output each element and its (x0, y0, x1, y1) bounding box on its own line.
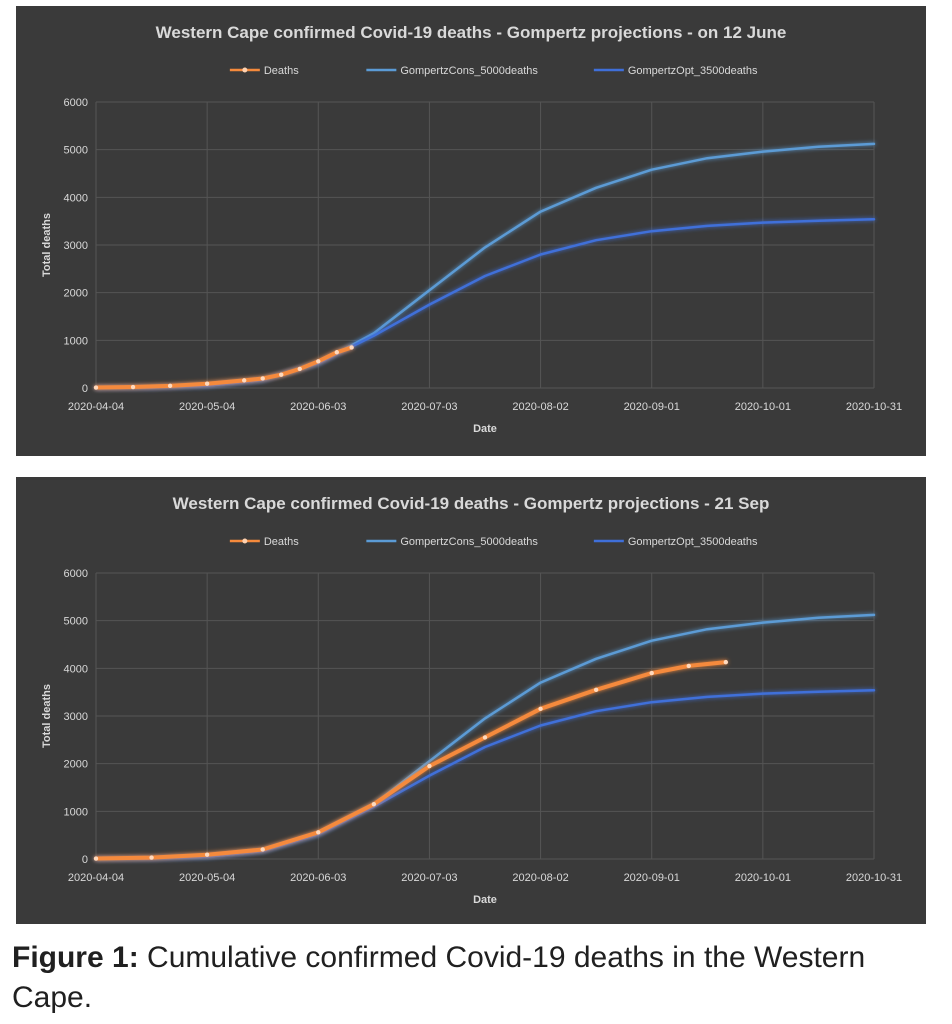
figure-caption-text: Cumulative confirmed Covid-19 deaths in … (12, 941, 866, 1014)
y-tick-label: 6000 (64, 568, 88, 580)
x-tick-label: 2020-10-01 (735, 872, 791, 884)
legend-marker (242, 67, 248, 73)
y-tick-label: 5000 (64, 616, 88, 628)
data-point-deaths (371, 801, 377, 807)
legend-label: Deaths (264, 65, 299, 77)
chart-september: Western Cape confirmed Covid-19 deaths -… (41, 494, 902, 906)
series-line-deaths (94, 345, 354, 390)
x-tick-label: 2020-09-01 (624, 401, 680, 413)
y-tick-label: 5000 (64, 145, 88, 157)
y-tick-label: 1000 (64, 806, 88, 818)
data-point-deaths (334, 350, 340, 355)
data-point-deaths (686, 663, 691, 669)
data-point-deaths (723, 659, 729, 665)
legend-item-deaths: Deaths (229, 536, 299, 548)
y-tick-label: 6000 (64, 97, 88, 109)
x-tick-label: 2020-09-01 (624, 872, 680, 884)
data-point-deaths (349, 345, 354, 350)
legend-item-gompertzcons-5000deaths: GompertzCons_5000deaths (366, 65, 538, 77)
x-axis-label: Date (473, 423, 497, 435)
legend-label: GompertzCons_5000deaths (400, 65, 538, 77)
legend-label: GompertzOpt_3500deaths (628, 65, 758, 77)
data-point-deaths (260, 376, 265, 381)
data-point-deaths (149, 855, 154, 860)
legend-marker (242, 538, 248, 544)
figure-caption-label: Figure 1: (12, 941, 139, 974)
data-point-deaths (204, 852, 210, 857)
y-tick-label: 4000 (64, 192, 88, 204)
y-axis-label: Total deaths (41, 684, 53, 748)
y-tick-label: 0 (82, 854, 88, 866)
y-tick-label: 4000 (64, 663, 88, 675)
y-tick-label: 0 (82, 383, 88, 395)
data-point-deaths (279, 372, 284, 377)
y-axis-label: Total deaths (41, 213, 53, 277)
series-line-deaths (94, 660, 728, 861)
data-point-deaths (260, 847, 265, 852)
legend-item-deaths: Deaths (229, 65, 299, 77)
chart-title: Western Cape confirmed Covid-19 deaths -… (156, 23, 787, 42)
x-tick-label: 2020-10-31 (846, 872, 902, 884)
y-tick-label: 3000 (64, 240, 88, 252)
data-point-deaths (167, 383, 173, 389)
chart-panel-september: Western Cape confirmed Covid-19 deaths -… (16, 477, 926, 924)
legend-item-gompertzopt-3500deaths: GompertzOpt_3500deaths (593, 536, 758, 548)
x-tick-label: 2020-06-03 (290, 401, 346, 413)
data-point-deaths (93, 856, 99, 861)
x-tick-label: 2020-07-03 (401, 401, 457, 413)
chart-june: Western Cape confirmed Covid-19 deaths -… (41, 23, 902, 435)
x-tick-label: 2020-10-01 (735, 401, 791, 413)
x-tick-label: 2020-04-04 (68, 872, 124, 884)
data-point-deaths (204, 381, 210, 386)
data-point-deaths (316, 830, 321, 835)
data-point-deaths (649, 670, 654, 676)
data-point-deaths (241, 378, 247, 383)
data-point-deaths (538, 706, 543, 712)
y-tick-label: 1000 (64, 335, 88, 347)
legend-label: Deaths (264, 536, 299, 548)
legend-item-gompertzopt-3500deaths: GompertzOpt_3500deaths (593, 65, 758, 77)
legend-label: GompertzOpt_3500deaths (628, 536, 758, 548)
x-tick-label: 2020-08-02 (512, 872, 568, 884)
legend-item-gompertzcons-5000deaths: GompertzCons_5000deaths (366, 536, 538, 548)
y-tick-label: 2000 (64, 288, 88, 300)
x-tick-label: 2020-05-04 (179, 401, 235, 413)
x-tick-label: 2020-06-03 (290, 872, 346, 884)
data-point-deaths (130, 384, 136, 390)
y-tick-label: 3000 (64, 711, 88, 723)
x-tick-label: 2020-07-03 (401, 872, 457, 884)
x-axis-label: Date (473, 894, 497, 906)
data-point-deaths (427, 763, 432, 769)
chart-panel-june: Western Cape confirmed Covid-19 deaths -… (16, 6, 926, 456)
x-tick-label: 2020-05-04 (179, 872, 235, 884)
chart-title: Western Cape confirmed Covid-19 deaths -… (173, 494, 770, 513)
data-point-deaths (593, 687, 599, 692)
data-point-deaths (93, 385, 99, 390)
x-tick-label: 2020-08-02 (512, 401, 568, 413)
data-point-deaths (482, 735, 488, 740)
data-point-deaths (316, 359, 321, 364)
legend-label: GompertzCons_5000deaths (400, 536, 538, 548)
figure-caption: Figure 1: Cumulative confirmed Covid-19 … (12, 938, 932, 1018)
x-tick-label: 2020-04-04 (68, 401, 124, 413)
series-line-gompertzcons-5000deaths (94, 142, 876, 390)
x-tick-label: 2020-10-31 (846, 401, 902, 413)
data-point-deaths (297, 366, 302, 372)
y-tick-label: 2000 (64, 759, 88, 771)
